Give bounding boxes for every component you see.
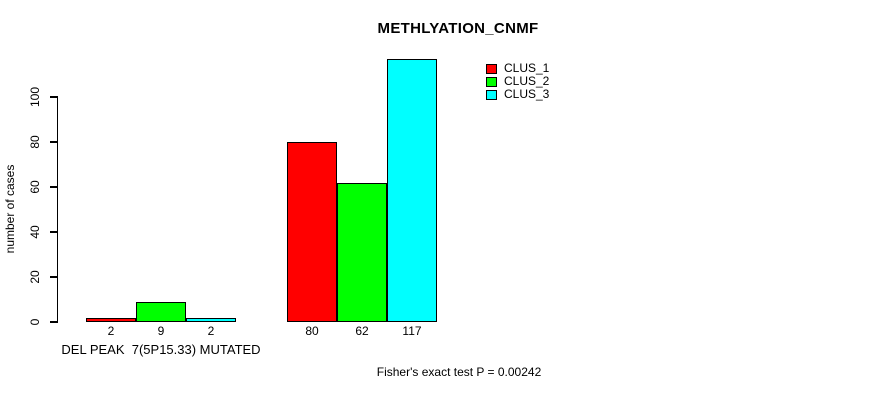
y-axis-tick-label: 20: [28, 270, 42, 284]
y-axis-tick: [49, 186, 57, 188]
legend-item: CLUS_1: [486, 61, 550, 75]
legend-item: CLUS_3: [486, 87, 550, 101]
fisher-test-annotation: Fisher's exact test P = 0.00242: [376, 365, 542, 379]
bar-value-label: 80: [305, 324, 319, 338]
y-axis-tick: [49, 141, 57, 143]
bar-clus_1-group2: [287, 142, 337, 322]
bar-value-label: 62: [355, 324, 369, 338]
y-axis-tick-label: 40: [28, 225, 42, 239]
bar-clus_3-group2: [387, 58, 437, 322]
y-axis-tick: [49, 231, 57, 233]
bar-value-label: 2: [207, 324, 215, 338]
legend-item: CLUS_2: [486, 74, 550, 88]
y-axis-tick-label: 100: [28, 86, 42, 108]
x-group-label: DEL PEAK 7(5P15.33) MUTATED: [61, 342, 261, 357]
clus_2-color-swatch: [486, 76, 497, 87]
bar-value-label: 117: [402, 324, 422, 338]
y-axis-tick-label: 0: [28, 318, 42, 326]
clus_3-color-swatch: [486, 89, 497, 100]
bar-clus_3-group1: [186, 317, 236, 322]
legend-item-label: CLUS_3: [504, 87, 550, 101]
y-axis-line: [56, 96, 58, 323]
chart-title: METHLYATION_CNMF: [377, 20, 539, 37]
y-axis-tick-label: 60: [28, 180, 42, 194]
legend-item-label: CLUS_2: [504, 74, 550, 88]
bar-value-label: 9: [157, 324, 165, 338]
y-axis-tick: [49, 96, 57, 98]
legend-item-label: CLUS_1: [504, 61, 550, 75]
clus_1-color-swatch: [486, 63, 497, 74]
legend: CLUS_1 CLUS_2 CLUS_3: [486, 61, 550, 101]
y-axis-tick: [49, 321, 57, 323]
bar-clus_2-group1: [136, 301, 186, 322]
bar-value-label: 2: [107, 324, 115, 338]
bar-clus_2-group2: [337, 182, 387, 322]
y-axis-tick: [49, 276, 57, 278]
bar-clus_1-group1: [86, 317, 136, 322]
y-axis-tick-label: 80: [28, 135, 42, 149]
